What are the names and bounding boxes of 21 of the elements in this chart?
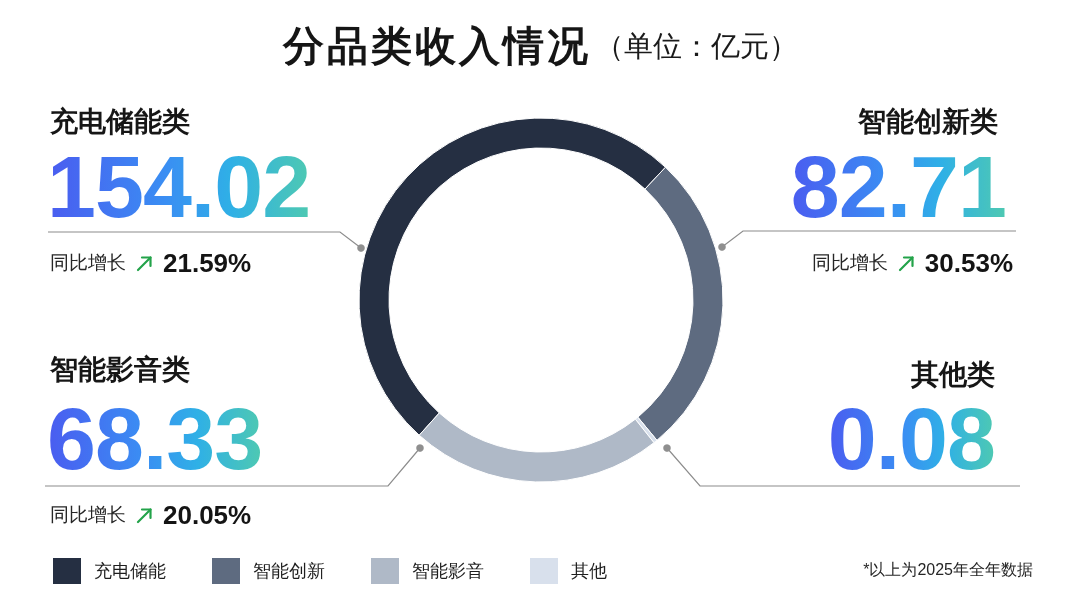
text: 智能创新类	[858, 106, 998, 137]
legend-label: 充电储能	[94, 561, 166, 581]
text: *以上为2025年全年数据	[863, 560, 1033, 580]
legend-label: 其他	[571, 561, 607, 581]
text: 30.53%	[924, 247, 1013, 279]
data-label: 154.02	[47, 137, 311, 236]
chart-title: 分品类收入情况	[282, 22, 591, 70]
data-label: 68.33	[47, 389, 263, 488]
text: 20.05%	[163, 499, 252, 531]
text: 智能影音类	[50, 354, 190, 385]
text: 充电储能类	[50, 106, 190, 137]
text: 同比增长	[50, 503, 126, 527]
text: 同比增长	[811, 251, 888, 275]
text: 其他类	[911, 359, 995, 390]
legend-label: 智能影音	[412, 561, 484, 581]
data-label: 0.08	[827, 389, 995, 488]
text: 21.59%	[163, 247, 252, 279]
text: 同比增长	[50, 251, 126, 275]
legend-label: 智能创新	[253, 561, 325, 581]
chart-subtitle: （单位：亿元）	[594, 29, 798, 64]
data-label: 82.71	[790, 137, 1006, 236]
